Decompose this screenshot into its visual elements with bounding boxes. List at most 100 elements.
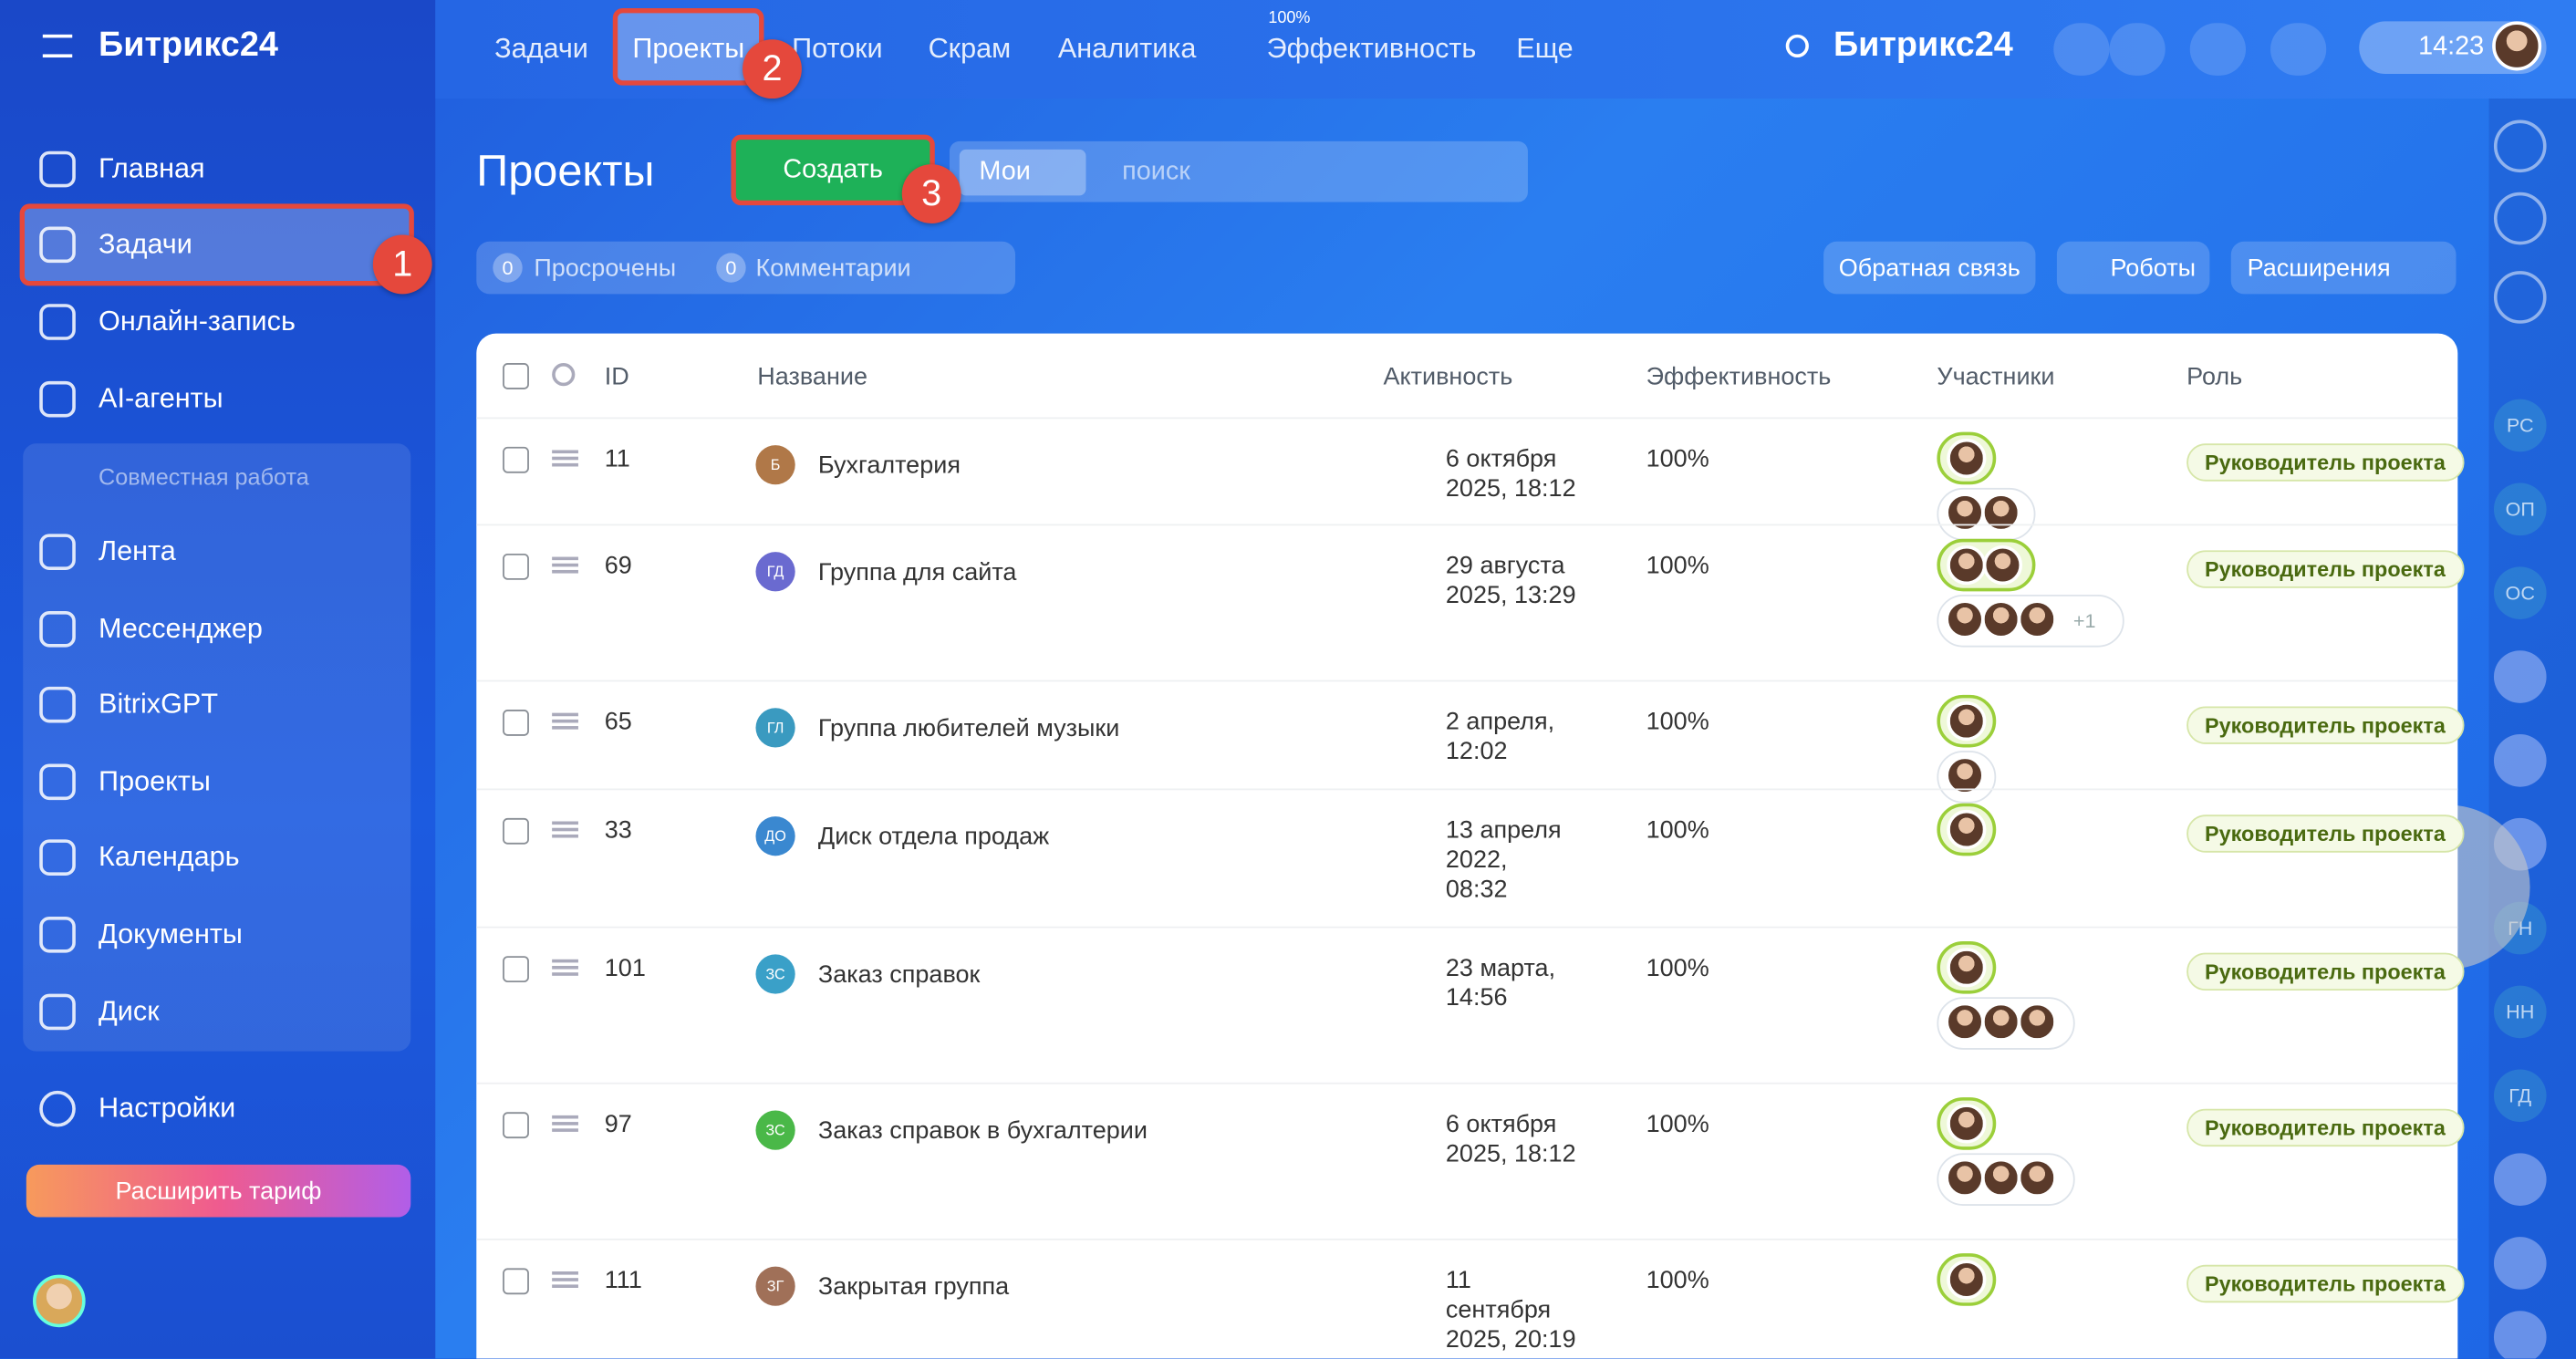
row-checkbox[interactable] (503, 956, 529, 983)
column-header[interactable]: Эффективность (1646, 363, 1832, 391)
row-checkbox[interactable] (503, 710, 529, 736)
project-name[interactable]: Заказ справок (817, 960, 981, 990)
more-participants[interactable]: +1 (2072, 609, 2096, 633)
project-name[interactable]: Бухгалтерия (817, 451, 961, 480)
project-name[interactable]: Группа для сайта (817, 558, 1017, 586)
menu-item[interactable]: Настройки (99, 1092, 236, 1124)
column-header[interactable]: Активность (1383, 363, 1513, 391)
menu-item[interactable]: AI-агенты (99, 382, 223, 414)
row-checkbox[interactable] (503, 1112, 529, 1139)
nav-item[interactable]: Аналитика (1057, 33, 1197, 65)
rail-avatar[interactable] (2493, 650, 2547, 703)
create-button[interactable]: Создать (731, 134, 935, 206)
rail-chat[interactable]: ОС (2493, 566, 2547, 619)
menu-item[interactable]: Лента (99, 535, 176, 567)
nav-item[interactable]: Скрам (928, 33, 1012, 65)
rail-chat[interactable]: РС (2493, 399, 2547, 452)
row-divider (476, 680, 2458, 682)
drag-handle[interactable] (552, 712, 578, 730)
nav-item[interactable]: Еще (1516, 33, 1574, 65)
select-all[interactable] (503, 363, 529, 389)
rail-icon[interactable] (2493, 271, 2547, 324)
toolbar-button[interactable] (2189, 23, 2246, 76)
menu-item[interactable]: Документы (99, 918, 243, 949)
rail-chat[interactable]: НН (2493, 985, 2547, 1039)
toolbar-button[interactable] (2053, 23, 2110, 76)
efficiency: 100% (1646, 816, 1709, 845)
menu-icon[interactable] (42, 34, 73, 58)
rail-avatar[interactable] (2493, 1153, 2547, 1206)
row-checkbox[interactable] (503, 446, 529, 473)
toolbar-button[interactable] (2109, 23, 2166, 76)
row-checkbox[interactable] (503, 817, 529, 845)
button-label[interactable]: Расширения (2247, 254, 2391, 282)
settings-icon[interactable] (552, 363, 576, 387)
nav-item[interactable]: Эффективность (1266, 33, 1477, 65)
drag-handle[interactable] (552, 1115, 578, 1132)
toolbar-button[interactable]: Обратная связь (1823, 241, 2036, 295)
counter-label[interactable]: Комментарии (755, 254, 911, 283)
toolbar-button[interactable]: Расширения (2230, 241, 2457, 295)
filter-tag[interactable]: Мои (959, 149, 1086, 196)
menu-item[interactable]: Календарь (99, 841, 240, 873)
nav-item[interactable]: Потоки (792, 33, 883, 65)
column-header[interactable]: ID (604, 363, 629, 391)
rail-icon[interactable] (2493, 119, 2547, 173)
rail-avatar[interactable] (2493, 734, 2547, 787)
button-label[interactable]: Обратная связь (1838, 254, 2020, 282)
project-name[interactable]: Заказ справок в бухгалтерии (817, 1116, 1148, 1146)
menu-item[interactable]: Диск (99, 995, 160, 1027)
row-checkbox[interactable] (503, 553, 529, 580)
rail-avatar[interactable] (2493, 1311, 2547, 1359)
logo[interactable]: Битрикс24 (99, 26, 278, 65)
menu-icon (39, 380, 76, 418)
drag-handle[interactable] (552, 450, 578, 467)
drag-handle[interactable] (552, 556, 578, 574)
counter-badge[interactable]: 0 (493, 253, 523, 283)
user-avatar[interactable] (33, 1274, 86, 1328)
project-icon: ГД (755, 552, 795, 592)
rail-chat[interactable]: ОП (2493, 482, 2547, 536)
menu-icon (39, 686, 76, 723)
page-title: Проекты (476, 146, 655, 196)
nav-item[interactable]: Проекты (632, 33, 745, 65)
upgrade-button[interactable]: Расширить тариф (26, 1164, 411, 1218)
row-checkbox[interactable] (503, 1268, 529, 1295)
button-label[interactable]: Роботы (2110, 254, 2197, 282)
menu-item[interactable]: BitrixGPT (99, 688, 219, 720)
toolbar-button[interactable] (2270, 23, 2327, 76)
menu-item[interactable]: Главная (99, 152, 205, 184)
search-input[interactable]: поиск (1122, 157, 1190, 186)
drag-handle[interactable] (552, 1271, 578, 1288)
project-name[interactable]: Группа любителей музыки (817, 714, 1120, 743)
activity: 08:32 (1445, 875, 1508, 904)
counter-badge[interactable]: 0 (716, 253, 746, 283)
activity: 6 октября (1445, 1110, 1557, 1139)
column-header[interactable]: Участники (1937, 363, 2055, 391)
counter-label[interactable]: Просрочены (534, 254, 677, 283)
toolbar-button[interactable]: Роботы (2056, 241, 2210, 295)
rail-icon[interactable] (2493, 192, 2547, 245)
create-label[interactable]: Создать (783, 155, 883, 183)
project-name[interactable]: Закрытая группа (817, 1272, 1010, 1302)
group-title[interactable]: Совместная работа (99, 462, 309, 490)
column-header[interactable]: Название (757, 363, 867, 391)
drag-handle[interactable] (552, 959, 578, 976)
project-id: 69 (604, 552, 632, 580)
menu-icon (39, 610, 76, 648)
menu-item[interactable]: Онлайн-запись (99, 305, 296, 337)
rail-avatar[interactable] (2493, 1237, 2547, 1290)
menu-item[interactable]: Задачи (99, 228, 192, 260)
menu-item[interactable]: Проекты (99, 765, 211, 797)
column-header[interactable]: Роль (2186, 363, 2243, 391)
search-icon[interactable] (1785, 34, 1809, 58)
nav-item[interactable]: Задачи (494, 33, 588, 65)
project-name[interactable]: Диск отдела продаж (817, 823, 1050, 851)
filter-box[interactable] (949, 140, 1528, 202)
rail-chat[interactable]: ГД (2493, 1069, 2547, 1123)
menu-item[interactable]: Мессенджер (99, 612, 263, 644)
step-marker: 2 (743, 39, 802, 99)
brand[interactable]: Битрикс24 (1833, 26, 2013, 65)
drag-handle[interactable] (552, 821, 578, 838)
upgrade-label[interactable]: Расширить тариф (115, 1177, 322, 1206)
